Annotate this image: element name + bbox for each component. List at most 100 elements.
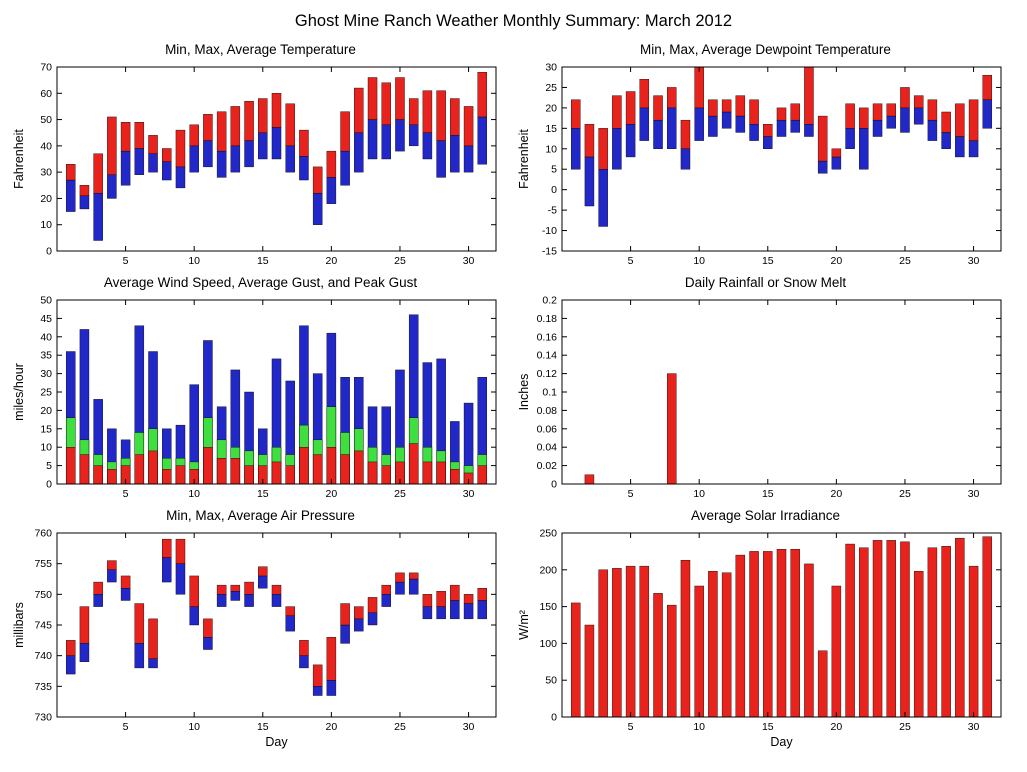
svg-text:-15: -15: [542, 246, 557, 258]
svg-text:760: 760: [34, 528, 52, 540]
svg-text:millibars: millibars: [12, 602, 26, 648]
chart-panel-dewpoint: Min, Max, Average Dewpoint Temperature -…: [513, 38, 1018, 271]
svg-text:50: 50: [40, 295, 52, 307]
svg-text:15: 15: [762, 488, 774, 500]
svg-text:10: 10: [693, 488, 705, 500]
page-title: Ghost Mine Ranch Weather Monthly Summary…: [294, 12, 733, 30]
svg-text:45: 45: [40, 313, 52, 325]
svg-text:5: 5: [123, 721, 129, 733]
rainfall-chart-title: Daily Rainfall or Snow Melt: [684, 275, 847, 290]
svg-text:Day: Day: [770, 735, 793, 749]
svg-text:0.14: 0.14: [537, 350, 558, 362]
svg-text:15: 15: [257, 488, 269, 500]
svg-text:Fahrenheit: Fahrenheit: [12, 129, 26, 189]
svg-text:-5: -5: [548, 205, 557, 217]
svg-text:25: 25: [394, 488, 406, 500]
chart-panel-solar: Average Solar Irradiance 0 50 100 150 200 250…: [513, 504, 1018, 753]
svg-text:10: 10: [188, 488, 200, 500]
svg-text:200: 200: [539, 564, 557, 576]
svg-text:25: 25: [899, 488, 911, 500]
svg-text:15: 15: [762, 721, 774, 733]
svg-text:740: 740: [34, 650, 52, 662]
svg-text:15: 15: [762, 255, 774, 267]
svg-text:10: 10: [693, 721, 705, 733]
dewpoint-chart: -15 -10 -5 0 5 10 15 20 25 30 5 10 15 20 25 30 Fahrenhei…: [517, 62, 1002, 267]
svg-text:0: 0: [551, 712, 557, 724]
svg-text:10: 10: [188, 721, 200, 733]
chart-grid: Min, Max, Average Temperature 0 10 20 30 40 5…: [0, 38, 1027, 753]
svg-text:miles/hour: miles/hour: [12, 363, 26, 421]
svg-text:730: 730: [34, 712, 52, 724]
svg-text:20: 20: [40, 193, 52, 205]
svg-text:20: 20: [831, 488, 843, 500]
svg-text:-10: -10: [542, 225, 557, 237]
svg-text:30: 30: [40, 368, 52, 380]
solar-chart-title: Average Solar Irradiance: [690, 508, 841, 523]
svg-text:15: 15: [40, 423, 52, 435]
svg-text:735: 735: [34, 681, 52, 693]
svg-text:0.16: 0.16: [537, 331, 558, 343]
svg-text:30: 30: [463, 255, 475, 267]
svg-text:750: 750: [34, 589, 52, 601]
temperature-chart-title: Min, Max, Average Temperature: [165, 42, 356, 57]
svg-text:20: 20: [545, 102, 557, 114]
svg-text:0: 0: [46, 479, 52, 491]
svg-text:755: 755: [34, 558, 52, 570]
svg-text:40: 40: [40, 331, 52, 343]
chart-panel-wind: Average Wind Speed, Average Gust, and Pe…: [8, 271, 513, 504]
svg-text:20: 20: [326, 721, 338, 733]
svg-text:0.04: 0.04: [537, 442, 558, 454]
pressure-chart: 730 735 740 745 750 755 760 5 10 15 20 25 30 Day milli…: [12, 528, 497, 749]
svg-text:25: 25: [394, 721, 406, 733]
svg-text:25: 25: [899, 255, 911, 267]
svg-text:30: 30: [968, 255, 980, 267]
svg-text:0.08: 0.08: [537, 405, 558, 417]
svg-text:250: 250: [539, 528, 557, 540]
svg-text:5: 5: [628, 721, 634, 733]
svg-text:25: 25: [40, 387, 52, 399]
rainfall-chart: 0 0.02 0.04 0.06 0.08 0.1 0.12 0.14 0.16 0.18 0.2 5…: [517, 295, 1002, 500]
svg-text:5: 5: [628, 255, 634, 267]
svg-text:0.06: 0.06: [537, 423, 558, 435]
solar-chart: 0 50 100 150 200 250 5 10 15 20 25 30 Day W/m²: [517, 528, 1002, 749]
svg-text:10: 10: [693, 255, 705, 267]
chart-panel-rainfall: Daily Rainfall or Snow Melt 0 0.02 0.04 0.0…: [513, 271, 1018, 504]
svg-text:0: 0: [551, 479, 557, 491]
svg-text:0.2: 0.2: [542, 295, 557, 307]
svg-text:25: 25: [899, 721, 911, 733]
dewpoint-chart-title: Min, Max, Average Dewpoint Temperature: [640, 42, 891, 57]
svg-text:10: 10: [188, 255, 200, 267]
svg-text:5: 5: [551, 164, 557, 176]
svg-text:10: 10: [40, 219, 52, 231]
wind-chart: 0 5 10 15 20 25 30 35 40 45 50 5 10 15 20 25 30 miles/hou…: [12, 295, 497, 500]
svg-text:10: 10: [40, 442, 52, 454]
wind-chart-title: Average Wind Speed, Average Gust, and Pe…: [103, 275, 418, 290]
svg-text:20: 20: [831, 721, 843, 733]
svg-text:30: 30: [463, 721, 475, 733]
svg-text:Inches: Inches: [517, 374, 531, 411]
svg-text:30: 30: [968, 488, 980, 500]
svg-text:35: 35: [40, 350, 52, 362]
svg-text:0: 0: [46, 246, 52, 258]
svg-text:50: 50: [545, 675, 557, 687]
svg-text:5: 5: [628, 488, 634, 500]
svg-text:0.18: 0.18: [537, 313, 558, 325]
svg-text:30: 30: [40, 167, 52, 179]
chart-panel-pressure: Min, Max, Average Air Pressure 730 735 740…: [8, 504, 513, 753]
svg-text:30: 30: [463, 488, 475, 500]
svg-text:70: 70: [40, 62, 52, 74]
svg-text:0.1: 0.1: [542, 387, 557, 399]
svg-text:30: 30: [968, 721, 980, 733]
pressure-chart-title: Min, Max, Average Air Pressure: [166, 508, 355, 523]
svg-text:15: 15: [257, 255, 269, 267]
svg-text:5: 5: [123, 255, 129, 267]
svg-text:20: 20: [40, 405, 52, 417]
svg-text:0: 0: [551, 184, 557, 196]
svg-text:20: 20: [831, 255, 843, 267]
chart-panel-temperature: Min, Max, Average Temperature 0 10 20 30 40 5…: [8, 38, 513, 271]
svg-text:25: 25: [394, 255, 406, 267]
svg-text:100: 100: [539, 638, 557, 650]
svg-text:25: 25: [545, 82, 557, 94]
svg-text:10: 10: [545, 143, 557, 155]
svg-text:30: 30: [545, 62, 557, 74]
